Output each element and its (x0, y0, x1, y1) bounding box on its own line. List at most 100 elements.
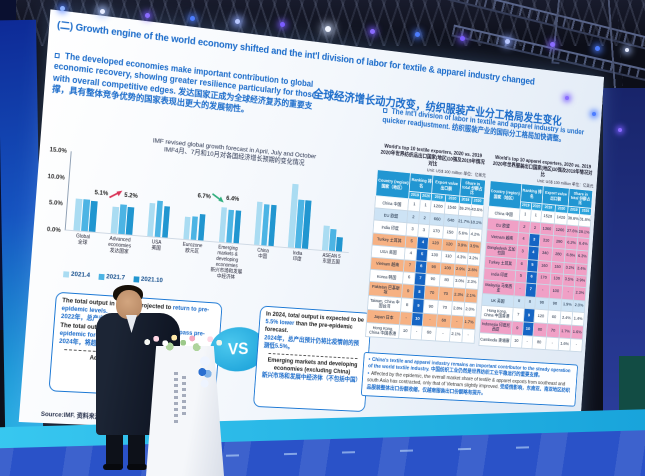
table-cell: 6 (402, 271, 416, 285)
table-cell: 280 (551, 247, 566, 263)
table-cell: - (535, 283, 550, 299)
category-label: USA 美国 (151, 239, 162, 252)
presenter-leg (106, 424, 123, 468)
table-cell: 70 (546, 323, 561, 339)
table-cell: 1.7% (462, 316, 476, 330)
column-header: Country (region) 国家（地区） (375, 169, 411, 199)
stage-light (280, 22, 285, 27)
table-cell: 110 (440, 250, 456, 264)
table-cell: 3.4% (575, 263, 588, 276)
stage-light (550, 42, 555, 47)
table-cell: 80 (439, 274, 454, 288)
table-cell: 2 (418, 211, 431, 226)
bar-group (66, 151, 109, 232)
bar-2021.10 (162, 206, 171, 238)
category-label: Eurozone 欧元区 (182, 241, 203, 255)
stage-light (325, 26, 331, 32)
table-cell: 90 (547, 298, 562, 312)
table-cell: 100 (548, 284, 563, 300)
table-cell: 3.5% (562, 274, 576, 287)
y-tick-label: 15.0% (49, 146, 68, 155)
bar-2021.4 (183, 216, 191, 240)
legend-swatch (98, 273, 105, 280)
table-cell: 130 (549, 272, 564, 286)
stage-light (100, 9, 105, 14)
legend-item: 2021.10 (133, 275, 163, 284)
table-cell: 3 (406, 223, 419, 237)
table-cell: 90 (534, 297, 549, 311)
bar-group (211, 165, 252, 244)
table-cell: 10 (411, 312, 424, 326)
table-cell: 5 (415, 248, 429, 262)
bar-2021.10 (197, 214, 206, 241)
stage-light (235, 19, 240, 24)
lectern-ribbon (196, 354, 214, 390)
table-cell: 3.2% (563, 262, 577, 275)
legend-swatch (133, 275, 140, 283)
table-cell: 4 (404, 247, 417, 261)
table-cell: 1.6% (570, 325, 584, 340)
table-cell: 1.4% (571, 311, 585, 327)
table-cell: 2.9% (574, 274, 587, 288)
table-cell: 130 (427, 249, 442, 263)
emerging-economies-box: In 2024, total output is expected to be … (252, 305, 372, 413)
table-cell: 2.0% (463, 302, 477, 318)
table-cell: 310 (539, 234, 554, 248)
column-header: Share in total 份额占比 (568, 188, 593, 209)
table-cell: 90 (426, 261, 441, 275)
apparel-table-block: World's top 10 apparel exporters, 2020 v… (478, 155, 595, 352)
table-cell: 340 (538, 246, 553, 262)
bullet-dot-icon: • (368, 356, 371, 363)
bar-group (176, 162, 217, 241)
y-tick-label: 0.0% (46, 226, 62, 235)
bullet-square-icon (382, 108, 388, 114)
table-cell: 2.3% (465, 276, 479, 290)
stage-light (145, 13, 150, 18)
table-cell: 6 (415, 260, 428, 274)
table-cell: 7 (414, 272, 427, 286)
table-cell: 80 (532, 322, 547, 338)
table-cell: 4.2% (468, 228, 482, 242)
bar-2021.10 (233, 210, 242, 244)
bar-group (140, 158, 182, 238)
table-cell: 2.3% (452, 287, 466, 303)
table-cell: 7 (403, 259, 416, 273)
stage-light (415, 32, 420, 37)
table-cell: 70 (437, 300, 453, 316)
table-cell: 2.8% (466, 264, 480, 278)
table-cell: 2.1% (464, 288, 478, 304)
table-cell: 5 (405, 235, 418, 249)
imf-growth-forecast-chart: IMF revised global growth forecast in Ap… (33, 127, 367, 308)
stage-light (505, 39, 510, 44)
presenter-shirt (126, 315, 137, 333)
bar-2021.10 (267, 205, 277, 247)
y-tick-label: 5.0% (48, 199, 64, 208)
table-cell: 160 (537, 260, 552, 273)
bar-2021.7 (329, 229, 337, 251)
table-cell: - (561, 285, 575, 301)
textile-exporters-table: Country (region) 国家（地区） Ranking 排名 Export … (365, 169, 486, 344)
table-cell: 60 (421, 325, 437, 341)
table-cell: - (450, 315, 464, 329)
left-bullet: The developed economies make important c… (52, 50, 327, 124)
table-cell: 120 (533, 309, 548, 324)
table-cell: - (570, 338, 583, 352)
bullet-square-icon (54, 52, 60, 59)
table-cell: 70 (424, 285, 440, 301)
table-cell: - (400, 312, 413, 326)
table-cell: Hong Kong, China 中国香港 (365, 322, 401, 339)
bar-2021.10 (125, 207, 134, 235)
table-cell: 27.6% (566, 225, 579, 238)
table-cell: 4.3% (454, 251, 468, 265)
presenter-shoe (103, 464, 123, 470)
presenter-head (116, 290, 142, 319)
table-cell: 3.5% (467, 240, 481, 254)
table-cell: 2.3% (573, 286, 587, 302)
category-label: China 中国 (256, 247, 270, 260)
table-cell: 2.0% (572, 300, 586, 313)
table-cell: 120 (441, 238, 457, 252)
table-cell: 4 (416, 236, 429, 250)
table-cell: 170 (536, 271, 551, 285)
table-cell: 640 (443, 214, 459, 228)
